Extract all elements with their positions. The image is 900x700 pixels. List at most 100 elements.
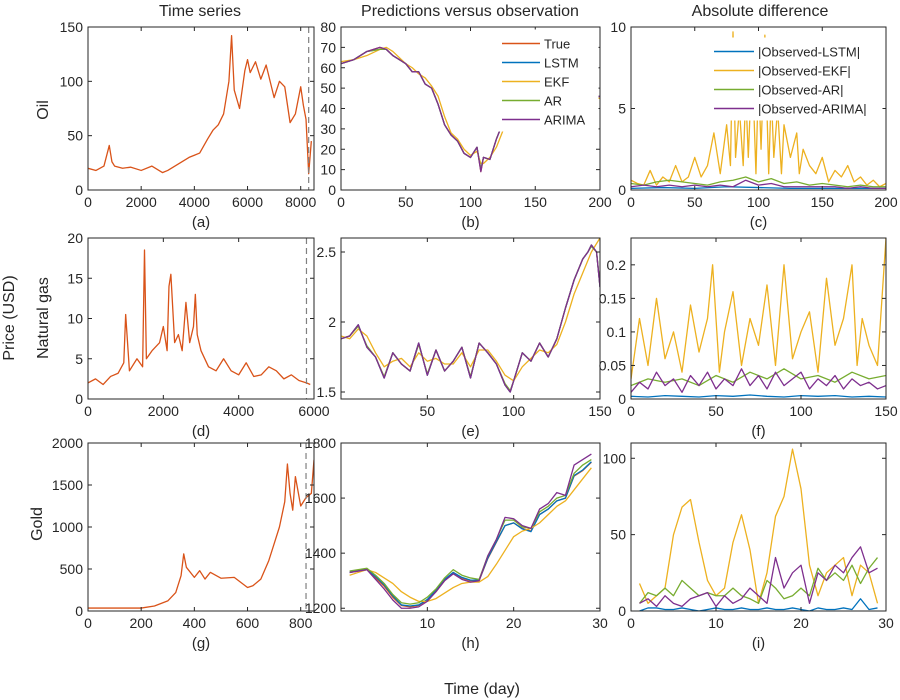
- row-label-natural-gas: Natural gas: [35, 277, 52, 359]
- x-tick-label: 200: [874, 194, 898, 210]
- col-title-time-series: Time series: [159, 3, 241, 20]
- x-tick-label: 50: [420, 403, 436, 419]
- y-tick-label: 50: [610, 527, 626, 543]
- panel-sublabel-f: (f): [751, 423, 765, 440]
- series-line-i-observed-lstm: [639, 598, 878, 611]
- series-line-c-observed-arima: [631, 179, 886, 190]
- y-tick-label: 80: [320, 19, 336, 35]
- axes-box-h: [340, 442, 601, 612]
- legend-right-label-observed-lstm: |Observed-LSTM|: [758, 45, 860, 60]
- legend-mid-label-arima: ARIMA: [544, 113, 586, 128]
- series-line-d-true: [88, 249, 311, 386]
- y-tick-label: 500: [60, 561, 84, 577]
- y-tick-label: 1.5: [317, 384, 337, 400]
- series-line-h-lstm: [349, 461, 592, 607]
- series-line-c-observed-ar: [631, 176, 886, 188]
- x-tick-label: 6000: [298, 403, 329, 419]
- legend-right-label-observed-ekf: |Observed-EKF|: [758, 64, 851, 79]
- series-line-i-observed-ar: [638, 557, 879, 605]
- panel-f: 0 50 100 150 0 0.05 0.1 0.15 0.2 (f): [599, 237, 898, 440]
- y-tick-label: 5: [75, 351, 83, 367]
- y-tick-label: 10: [67, 311, 83, 327]
- x-tick-label: 150: [588, 403, 612, 419]
- x-tick-label: 400: [183, 615, 207, 631]
- x-tick-label: 100: [502, 403, 526, 419]
- legend-mid-label-ekf: EKF: [544, 75, 569, 90]
- y-tick-label: 0.1: [607, 324, 627, 340]
- panel-sublabel-h: (h): [461, 635, 479, 652]
- y-tick-label: 0.15: [599, 290, 626, 306]
- legend-absolute-difference: |Observed-LSTM| |Observed-EKF| |Observed-A…: [709, 37, 883, 121]
- panel-sublabel-b: (b): [461, 214, 479, 231]
- x-tick-label: 200: [588, 194, 612, 210]
- y-tick-label: 0: [618, 182, 626, 198]
- col-title-predictions: Predictions versus observation: [361, 3, 579, 20]
- x-tick-label: 2000: [126, 194, 157, 210]
- x-tick-label: 0: [627, 615, 635, 631]
- panel-sublabel-a: (a): [192, 214, 210, 231]
- row-label-gold: Gold: [29, 507, 46, 541]
- x-tick-label: 30: [878, 615, 894, 631]
- panel-sublabel-g: (g): [192, 635, 210, 652]
- y-tick-label: 1800: [305, 435, 336, 451]
- y-tick-label: 0.05: [599, 357, 626, 373]
- y-tick-label: 1400: [305, 545, 336, 561]
- y-tick-label: 100: [603, 450, 627, 466]
- x-tick-label: 150: [811, 194, 835, 210]
- series-group-a: [88, 35, 312, 175]
- y-tick-label: 20: [67, 230, 83, 246]
- x-tick-label: 150: [874, 403, 898, 419]
- series-line-e-lstm: [341, 244, 600, 393]
- y-tick-label: 10: [610, 19, 626, 35]
- legend-predictions: True LSTM EKF AR ARIMA: [497, 29, 599, 132]
- x-tick-label: 0: [627, 194, 635, 210]
- panel-c: 0 50 100 150 200 0 5 10 (c): [610, 19, 897, 231]
- y-tick-label: 60: [320, 60, 336, 76]
- panel-sublabel-d: (d): [192, 423, 210, 440]
- y-tick-label: 1600: [305, 490, 336, 506]
- y-tick-label: 2.5: [317, 244, 337, 260]
- series-line-e-ekf: [341, 238, 600, 382]
- legend-mid-label-ar: AR: [544, 94, 562, 109]
- x-tick-label: 20: [793, 615, 809, 631]
- axes-box-a: [87, 26, 315, 191]
- x-tick-label: 10: [420, 615, 436, 631]
- y-tick-label: 10: [320, 162, 336, 178]
- axes-box-e: [340, 237, 601, 400]
- series-line-f-observed-lstm: [631, 394, 886, 398]
- series-line-g-true: [88, 459, 314, 609]
- x-tick-label: 100: [459, 194, 483, 210]
- panel-d: 0 2000 4000 6000 0 5 10 15 20 (d): [67, 230, 329, 440]
- y-tick-label: 0: [75, 603, 83, 619]
- x-tick-label: 200: [129, 615, 153, 631]
- x-tick-label: 0: [337, 194, 345, 210]
- legend-right-label-observed-arima: |Observed-ARIMA|: [758, 102, 867, 117]
- axes-box-i: [630, 442, 887, 612]
- y-tick-label: 70: [320, 39, 336, 55]
- panel-i: 0 10 20 30 0 50 100 (i): [603, 442, 894, 652]
- y-tick-label: 20: [320, 141, 336, 157]
- y-tick-label: 0: [328, 182, 336, 198]
- col-title-absolute-difference: Absolute difference: [692, 3, 829, 20]
- panel-sublabel-i: (i): [752, 635, 765, 652]
- x-tick-label: 6000: [232, 194, 263, 210]
- x-tick-label: 150: [524, 194, 548, 210]
- x-tick-label: 800: [289, 615, 313, 631]
- series-group-h: [349, 453, 592, 609]
- panel-sublabel-c: (c): [750, 214, 768, 231]
- y-tick-label: 50: [67, 128, 83, 144]
- legend-mid-box: [497, 29, 599, 132]
- series-group-i: [638, 448, 879, 611]
- y-tick-label: 2: [328, 314, 336, 330]
- panel-sublabel-e: (e): [461, 423, 479, 440]
- legend-mid-label-true: True: [544, 37, 570, 52]
- y-tick-label: 150: [60, 19, 84, 35]
- y-tick-label: 1500: [52, 477, 83, 493]
- x-tick-label: 100: [789, 403, 813, 419]
- x-tick-label: 4000: [223, 403, 254, 419]
- x-tick-label: 8000: [285, 194, 316, 210]
- x-tick-label: 20: [506, 615, 522, 631]
- series-group-d: [88, 249, 311, 386]
- legend-mid-label-lstm: LSTM: [544, 56, 579, 71]
